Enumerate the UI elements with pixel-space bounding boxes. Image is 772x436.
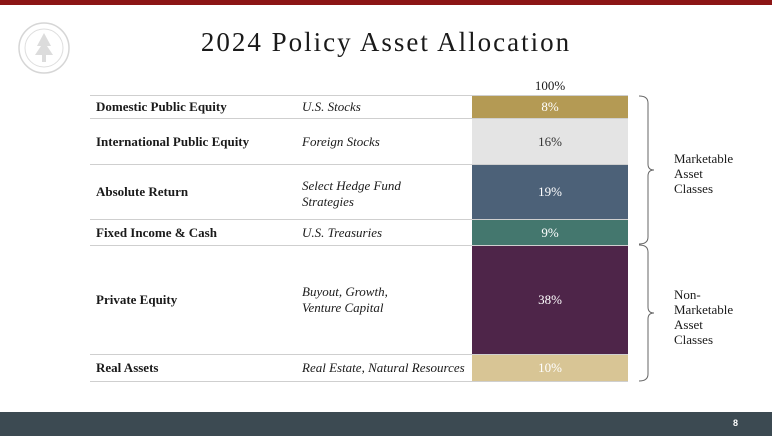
allocation-table: Domestic Public Equity U.S. Stocks 8% In… bbox=[90, 95, 628, 382]
marketable-group-label: Marketable Asset Classes bbox=[674, 151, 733, 196]
allocation-bar: 19% bbox=[472, 165, 628, 219]
top-accent-bar bbox=[0, 0, 772, 5]
sub-class-label: U.S. Treasuries bbox=[302, 224, 383, 240]
asset-class-label: Absolute Return bbox=[96, 184, 189, 199]
group-label-line: Classes bbox=[674, 181, 713, 196]
allocation-bar: 38% bbox=[472, 246, 628, 354]
footer-bar: 8 bbox=[0, 412, 772, 436]
asset-class-label: Real Assets bbox=[96, 360, 159, 375]
allocation-percent: 9% bbox=[541, 224, 559, 240]
asset-class-label: Domestic Public Equity bbox=[96, 99, 227, 114]
allocation-percent: 16% bbox=[538, 133, 562, 149]
page-title: 2024 Policy Asset Allocation bbox=[200, 27, 572, 57]
allocation-bar: 10% bbox=[472, 355, 628, 381]
allocation-bar: 16% bbox=[472, 119, 628, 164]
group-label-line: Classes bbox=[674, 332, 713, 347]
asset-class-label: International Public Equity bbox=[96, 133, 250, 149]
allocation-percent: 38% bbox=[538, 292, 562, 307]
sub-class-label: Foreign Stocks bbox=[302, 133, 380, 149]
non-marketable-group-label: Non- Marketable Asset Classes bbox=[674, 287, 733, 347]
allocation-percent: 10% bbox=[538, 360, 562, 375]
group-label-line: Asset bbox=[674, 166, 703, 181]
table-row: Fixed Income & Cash U.S. Treasuries 9% bbox=[90, 219, 628, 245]
non-marketable-bracket-icon bbox=[638, 244, 655, 382]
sub-class-line: Venture Capital bbox=[302, 300, 384, 315]
table-row: Real Assets Real Estate, Natural Resourc… bbox=[90, 354, 628, 382]
sub-class-line: Select Hedge Fund bbox=[302, 178, 401, 193]
group-label-line: Marketable bbox=[674, 302, 734, 317]
university-seal-icon bbox=[18, 22, 70, 74]
group-label-line: Non- bbox=[674, 287, 701, 302]
allocation-percent: 19% bbox=[538, 184, 562, 199]
group-label-line: Asset bbox=[674, 317, 703, 332]
allocation-bar: 8% bbox=[472, 96, 628, 118]
allocation-percent: 8% bbox=[541, 99, 559, 114]
sub-class-label: U.S. Stocks bbox=[302, 99, 361, 114]
table-row: Absolute Return Select Hedge Fund Strate… bbox=[90, 164, 628, 219]
group-label-line: Marketable bbox=[674, 151, 734, 166]
sub-class-line: Buyout, Growth, bbox=[302, 284, 388, 299]
table-row: International Public Equity Foreign Stoc… bbox=[90, 118, 628, 164]
total-percent-header: 100% bbox=[534, 78, 566, 93]
sub-class-label: Select Hedge Fund Strategies bbox=[302, 175, 472, 210]
asset-class-label: Fixed Income & Cash bbox=[96, 224, 217, 240]
sub-class-label: Real Estate, Natural Resources bbox=[302, 360, 465, 375]
allocation-bar: 9% bbox=[472, 220, 628, 245]
page-number: 8 bbox=[732, 418, 738, 428]
sub-class-line: Strategies bbox=[302, 194, 354, 209]
sub-class-label: Buyout, Growth, Venture Capital bbox=[302, 284, 472, 316]
asset-class-label: Private Equity bbox=[96, 292, 178, 307]
table-row: Private Equity Buyout, Growth, Venture C… bbox=[90, 245, 628, 354]
table-row: Domestic Public Equity U.S. Stocks 8% bbox=[90, 95, 628, 118]
marketable-bracket-icon bbox=[638, 95, 655, 245]
